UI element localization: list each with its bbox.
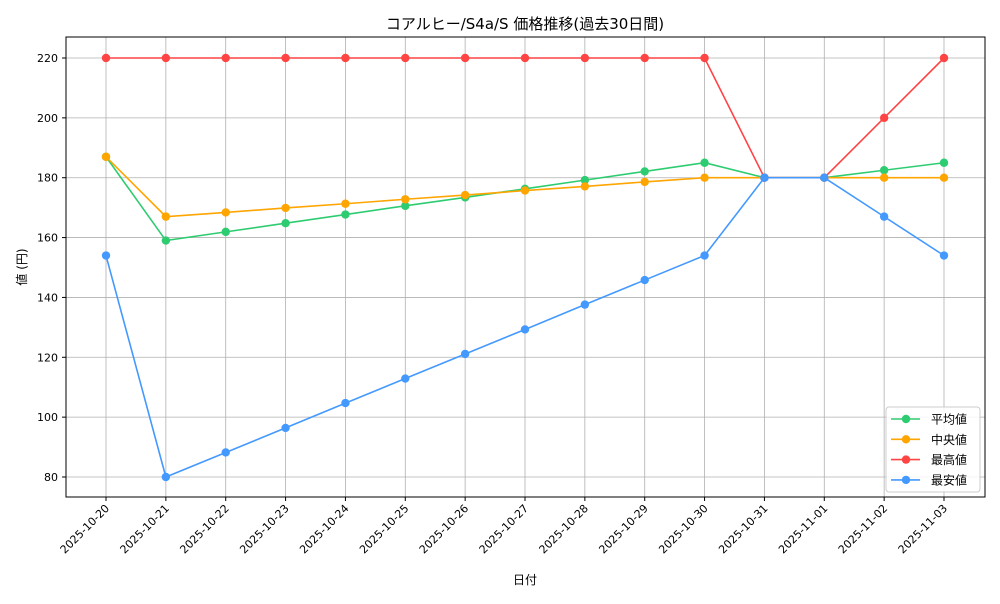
data-point [401, 53, 410, 63]
x-tick-label: 2025-10-27 [477, 502, 531, 556]
data-point [580, 53, 590, 63]
plot-frame [65, 36, 986, 498]
data-point [281, 203, 290, 213]
x-tick-label: 2025-10-24 [297, 502, 351, 556]
x-tick-label: 2025-10-29 [596, 502, 650, 556]
data-point [640, 177, 649, 187]
x-tick-label: 2025-11-03 [896, 502, 950, 556]
x-axis-label: 日付 [513, 573, 537, 587]
data-point [640, 53, 649, 63]
data-point [640, 167, 649, 176]
y-tick-label: 120 [37, 351, 58, 364]
data-point [401, 201, 410, 211]
data-point [520, 186, 530, 195]
data-point [341, 398, 350, 408]
data-point [879, 173, 889, 182]
data-point [460, 349, 470, 359]
data-point [580, 175, 590, 185]
legend-label: 最高値 [931, 452, 967, 467]
data-point [939, 251, 949, 260]
data-point [281, 423, 290, 433]
x-tick-label: 2025-10-31 [716, 502, 770, 556]
x-tick-label: 2025-10-20 [58, 502, 112, 556]
data-point [101, 53, 111, 63]
data-point [939, 158, 949, 167]
legend-label: 平均値 [931, 412, 967, 427]
legend-marker [901, 414, 911, 424]
data-point [580, 300, 590, 309]
x-tick-label: 2025-10-22 [177, 502, 231, 556]
data-point [221, 448, 230, 457]
y-tick-label: 100 [37, 411, 58, 424]
data-point [221, 53, 230, 63]
y-tick-label: 160 [37, 232, 58, 245]
y-tick-label: 80 [44, 471, 58, 484]
x-tick-label: 2025-10-25 [357, 502, 411, 556]
legend-label: 最安値 [931, 472, 967, 487]
data-point [161, 53, 171, 63]
x-tick-label: 2025-10-26 [417, 502, 471, 556]
data-point [460, 190, 470, 200]
data-point [401, 195, 410, 204]
legend-marker [901, 435, 911, 444]
data-point [700, 173, 709, 182]
y-tick-label: 140 [37, 291, 58, 304]
y-tick-label: 200 [37, 112, 58, 125]
data-point [939, 53, 949, 63]
legend-box [885, 406, 981, 493]
data-point [341, 210, 350, 219]
y-axis-label: 値 (円) [14, 248, 29, 285]
x-tick-label: 2025-11-01 [776, 502, 830, 556]
data-point [879, 212, 889, 221]
data-point [161, 212, 171, 221]
y-tick-label: 180 [37, 172, 58, 185]
data-point [520, 325, 530, 334]
data-point [221, 227, 230, 237]
data-point [640, 275, 649, 285]
chart-title: コアルヒー/S4a/S 価格推移(過去30日間) [386, 15, 664, 33]
data-point [161, 236, 171, 245]
data-point [879, 113, 889, 123]
series-4 [101, 173, 949, 482]
data-point [879, 166, 889, 175]
data-point [341, 53, 350, 63]
data-point [161, 472, 171, 482]
x-tick-label: 2025-11-02 [836, 502, 890, 556]
data-point [700, 53, 709, 63]
x-tick-label: 2025-10-30 [656, 502, 710, 556]
data-point [101, 152, 111, 161]
data-point [401, 374, 410, 383]
y-tick-label: 220 [37, 52, 58, 65]
data-point [939, 173, 949, 182]
data-point [281, 219, 290, 228]
data-point [101, 251, 111, 260]
legend-marker [901, 475, 911, 485]
x-tick-label: 2025-10-28 [537, 502, 591, 556]
data-point [820, 173, 829, 182]
x-tick-label: 2025-10-21 [118, 502, 172, 556]
legend-label: 中央値 [931, 432, 967, 447]
data-point [520, 53, 530, 63]
data-point [281, 53, 290, 63]
data-point [760, 173, 769, 182]
data-point [580, 182, 590, 191]
x-tick-label: 2025-10-23 [237, 502, 291, 556]
data-point [460, 53, 470, 63]
data-point [341, 199, 350, 208]
data-point [221, 208, 230, 217]
data-point [700, 251, 709, 260]
legend-marker [901, 455, 911, 464]
data-point [700, 158, 709, 167]
